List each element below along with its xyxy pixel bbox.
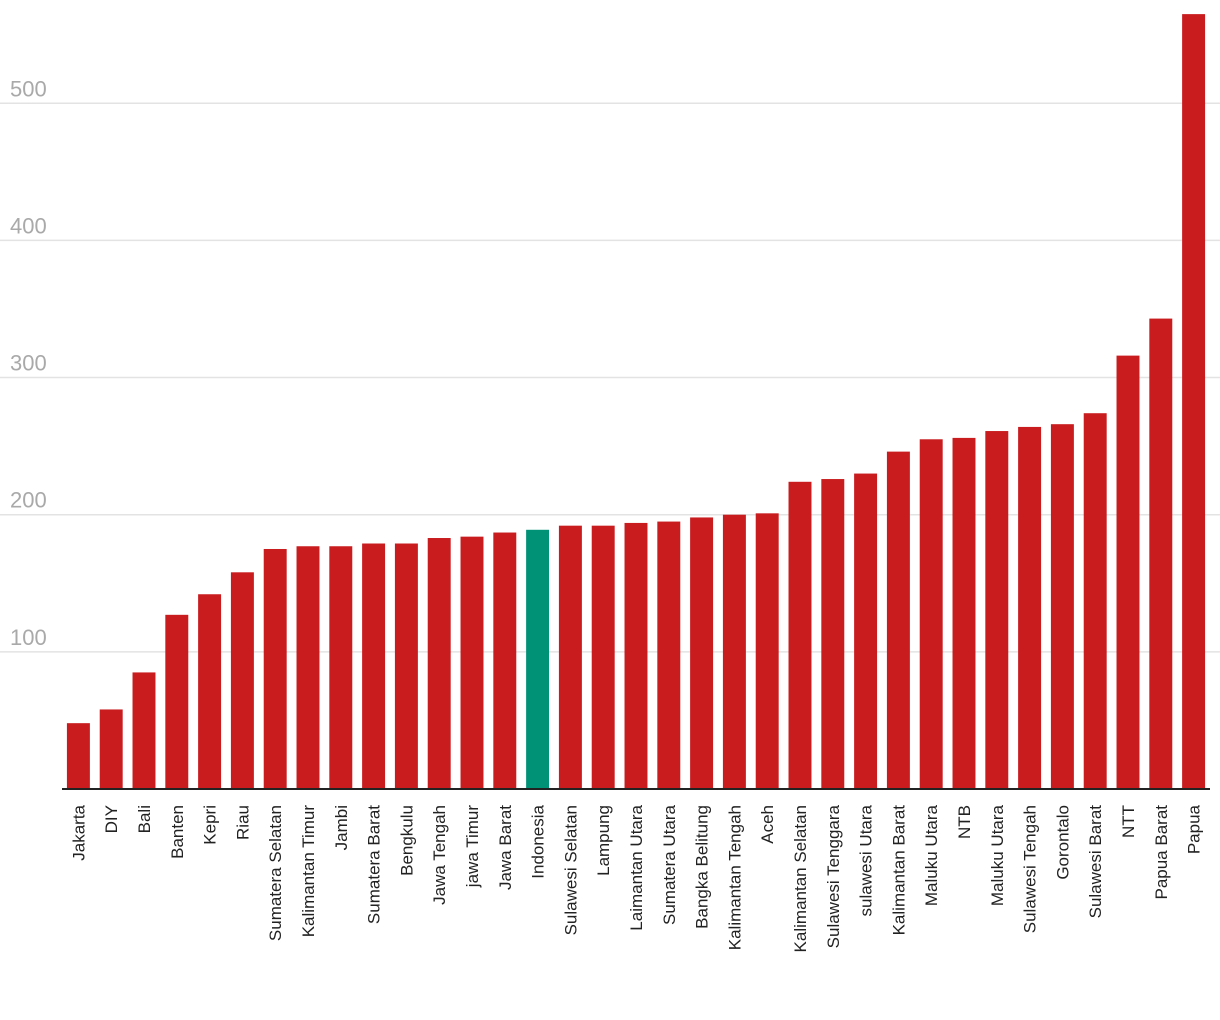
bar <box>821 479 845 789</box>
gridlines <box>0 102 1220 653</box>
bar <box>329 546 353 789</box>
bar <box>460 536 484 789</box>
x-tick-label: Kalimantan Barat <box>889 805 908 936</box>
bar <box>394 543 418 789</box>
x-tick-label: Kalimantan Tengah <box>725 805 744 950</box>
x-tick-label: DIY <box>102 805 121 833</box>
bar <box>722 514 746 789</box>
bar <box>1018 426 1042 789</box>
bars <box>66 14 1206 789</box>
bar <box>1050 424 1074 789</box>
bar <box>198 594 222 789</box>
x-tick-label: Indonesia <box>529 804 548 878</box>
bar <box>558 525 582 789</box>
bar <box>690 517 714 789</box>
bar <box>657 521 681 789</box>
x-tick-label: Jawa Barat <box>496 805 515 890</box>
bar <box>788 481 812 789</box>
x-tick-label: Laimantan Utara <box>627 804 646 930</box>
x-tick-label: Maluku Utara <box>922 804 941 906</box>
x-tick-label: Bali <box>135 805 154 833</box>
y-tick-label: 100 <box>10 625 47 650</box>
bar <box>1116 355 1140 789</box>
x-tick-label: Gorontalo <box>1053 805 1072 880</box>
bar-highlight <box>526 529 550 789</box>
bar <box>854 473 878 789</box>
y-tick-label: 500 <box>10 76 47 101</box>
x-tick-label: Lampung <box>594 805 613 876</box>
bar <box>1149 318 1173 789</box>
x-tick-label: sulawesi Utara <box>857 804 876 916</box>
x-tick-label: Bengkulu <box>397 805 416 876</box>
bar <box>427 538 451 789</box>
x-tick-label: Kalimantan Timur <box>299 805 318 938</box>
bar <box>886 451 910 789</box>
bar <box>230 572 254 789</box>
bar <box>132 672 156 789</box>
bar <box>1182 14 1206 789</box>
bar <box>985 431 1009 789</box>
x-tick-label: NTT <box>1119 805 1138 838</box>
bar <box>1083 413 1107 789</box>
x-tick-label: Papua <box>1185 804 1204 854</box>
bar <box>66 723 90 789</box>
bar <box>493 532 517 789</box>
bar <box>919 439 943 789</box>
x-tick-label: Aceh <box>758 805 777 844</box>
x-tick-label: Sumatera Utara <box>660 804 679 925</box>
x-tick-label: Bangka Belitung <box>693 805 712 929</box>
x-tick-label: jawa Timur <box>463 805 482 889</box>
bar <box>755 513 779 789</box>
x-axis-ticks: Jakarta DIY Bali Banten Kepri Riau Sumatera Se… <box>69 804 1203 952</box>
x-tick-label: Sumatera Barat <box>365 805 384 924</box>
bar <box>99 709 123 789</box>
bar <box>624 522 648 789</box>
x-tick-label: Maluku Utara <box>988 804 1007 906</box>
x-tick-label: Jambi <box>332 805 351 850</box>
x-tick-label: Riau <box>233 805 252 840</box>
x-tick-label: Sumatera Selatan <box>266 805 285 941</box>
bar <box>165 614 189 789</box>
bar <box>263 548 287 789</box>
bar <box>591 525 615 789</box>
y-axis-ticks: 100 200 300 400 500 <box>10 76 47 650</box>
x-tick-label: Sulawesi Tengah <box>1021 805 1040 933</box>
x-tick-label: Banten <box>168 805 187 859</box>
x-tick-label: NTB <box>955 805 974 839</box>
x-tick-label: Sulawesi Selatan <box>561 805 580 935</box>
bar <box>952 437 976 789</box>
x-tick-label: Jawa Tengah <box>430 805 449 905</box>
x-tick-label: Sulawesi Barat <box>1086 805 1105 919</box>
bar <box>296 546 320 789</box>
y-tick-label: 300 <box>10 351 47 376</box>
x-tick-label: Sulawesi Tenggara <box>824 804 843 948</box>
bar <box>362 543 386 789</box>
y-tick-label: 200 <box>10 488 47 513</box>
x-tick-label: Papua Barat <box>1152 805 1171 900</box>
x-tick-label: Kalimantan Selatan <box>791 805 810 952</box>
y-tick-label: 400 <box>10 213 47 238</box>
x-tick-label: Jakarta <box>69 804 88 860</box>
x-tick-label: Kepri <box>201 805 220 845</box>
